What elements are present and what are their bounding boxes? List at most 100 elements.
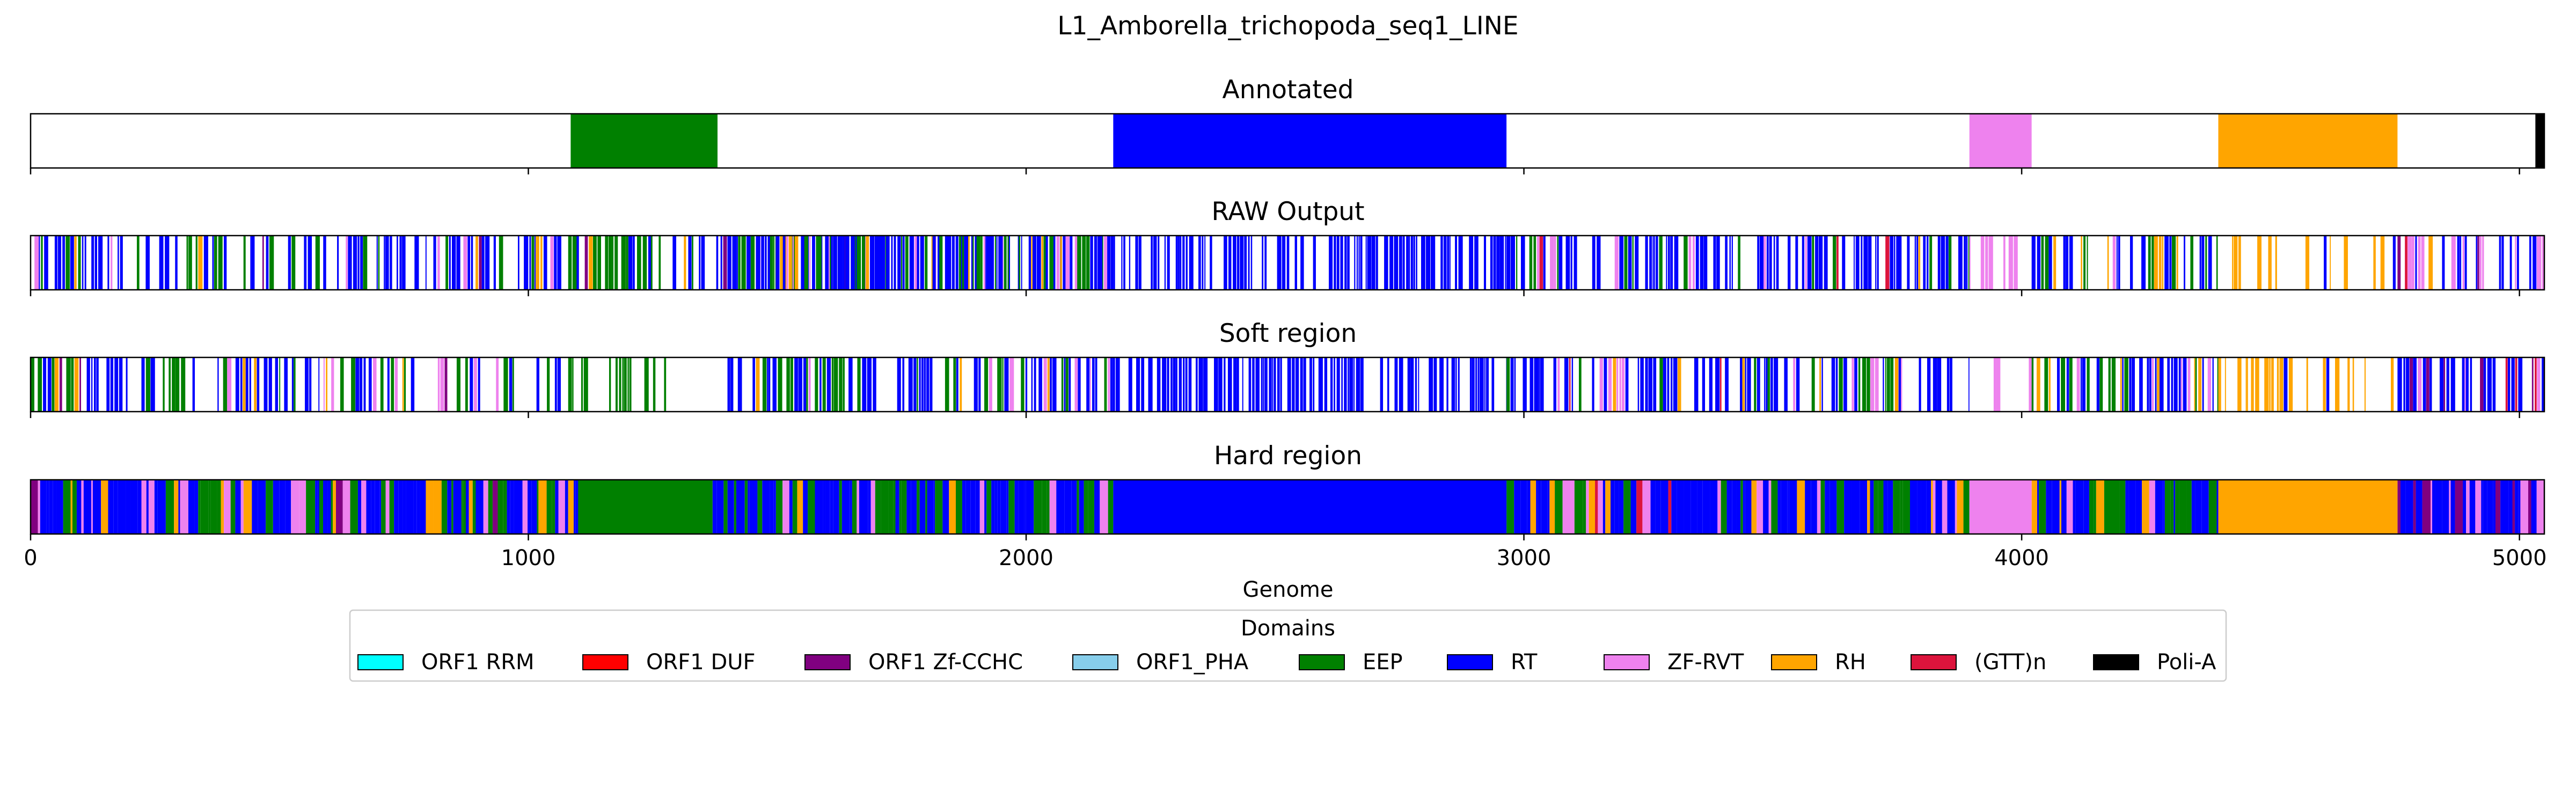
- stripe-mark: [1592, 357, 1594, 412]
- stripe-mark: [924, 357, 926, 412]
- stripe-mark: [194, 480, 199, 534]
- stripe-mark: [2053, 236, 2057, 290]
- stripe-mark: [2373, 236, 2376, 290]
- stripe-mark: [275, 357, 279, 412]
- stripe-mark: [2443, 357, 2446, 412]
- stripe-mark: [1038, 357, 1042, 412]
- stripe-mark: [331, 480, 333, 534]
- legend-swatch: [1911, 654, 1957, 670]
- stripe-mark: [2479, 236, 2482, 290]
- stripe-mark: [1671, 236, 1673, 290]
- stripe-mark: [1274, 357, 1276, 412]
- stripe-mark: [1418, 357, 1419, 412]
- stripe-mark: [1347, 236, 1350, 290]
- stripe-mark: [642, 236, 647, 290]
- stripe-mark: [859, 480, 863, 534]
- stripe-mark: [141, 357, 145, 412]
- stripe-mark: [43, 357, 47, 412]
- stripe-mark: [2495, 480, 2501, 534]
- stripe-mark: [2061, 480, 2067, 534]
- stripe-mark: [1538, 357, 1540, 412]
- stripe-mark: [636, 236, 641, 290]
- stripe-mark: [870, 480, 875, 534]
- stripe-mark: [1820, 480, 1825, 534]
- stripe-mark: [1774, 357, 1779, 412]
- stripe-mark: [363, 357, 366, 412]
- stripe-mark: [518, 236, 519, 290]
- stripe-mark: [2507, 357, 2511, 412]
- stripe-mark: [1233, 357, 1237, 412]
- stripe-mark: [1446, 357, 1448, 412]
- stripe-mark: [1410, 236, 1413, 290]
- stripe-mark: [2089, 480, 2094, 534]
- stripe-mark: [537, 480, 539, 534]
- stripe-mark: [633, 236, 635, 290]
- stripe-mark: [1592, 236, 1596, 290]
- stripe-mark: [509, 357, 513, 412]
- stripe-mark: [565, 480, 568, 534]
- stripe-mark: [2409, 357, 2413, 412]
- stripe-mark: [1650, 357, 1652, 412]
- stripe-mark: [1086, 236, 1090, 290]
- stripe-mark: [786, 236, 788, 290]
- stripe-mark: [2164, 480, 2171, 534]
- stripe-mark: [1167, 357, 1169, 412]
- stripe-mark: [1725, 236, 1728, 290]
- stripe-mark: [126, 480, 130, 534]
- stripe-mark: [82, 236, 84, 290]
- stripe-mark: [867, 357, 872, 412]
- stripe-mark: [1430, 236, 1436, 290]
- stripe-mark: [1244, 236, 1247, 290]
- stripe-mark: [925, 236, 928, 290]
- stripe-mark: [650, 236, 653, 290]
- stripe-mark: [1175, 357, 1177, 412]
- stripe-mark: [2201, 480, 2209, 534]
- stripe-mark: [2405, 480, 2413, 534]
- stripe-mark: [1611, 480, 1615, 534]
- stripe-mark: [1330, 357, 1333, 412]
- stripe-mark: [1549, 480, 1555, 534]
- stripe-mark: [804, 236, 808, 290]
- stripe-mark: [1553, 357, 1557, 412]
- stripe-mark: [1624, 236, 1628, 290]
- stripe-mark: [2511, 357, 2515, 412]
- stripe-mark: [1564, 357, 1569, 412]
- stripe-mark: [1963, 480, 1970, 534]
- stripe-mark: [808, 480, 815, 534]
- stripe-mark: [775, 236, 780, 290]
- stripe-mark: [1555, 480, 1563, 534]
- stripe-mark: [866, 236, 869, 290]
- stripe-mark: [2413, 480, 2416, 534]
- stripe-mark: [1721, 480, 1727, 534]
- segment-rt: [1113, 114, 1507, 168]
- legend-label: Poli-A: [2157, 650, 2216, 675]
- stripe-mark: [224, 480, 231, 534]
- stripe-mark: [291, 236, 296, 290]
- stripe-mark: [305, 357, 309, 412]
- stripe-mark: [1031, 236, 1033, 290]
- stripe-mark: [2218, 357, 2221, 412]
- stripe-mark: [1514, 480, 1521, 534]
- stripe-mark: [902, 357, 905, 412]
- stripe-mark: [1026, 480, 1034, 534]
- stripe-mark: [1745, 357, 1747, 412]
- stripe-mark: [997, 480, 1001, 534]
- stripe-mark: [198, 480, 201, 534]
- stripe-mark: [994, 236, 996, 290]
- stripe-mark: [2463, 480, 2467, 534]
- stripe-mark: [927, 480, 934, 534]
- stripe-mark: [2036, 357, 2040, 412]
- stripe-mark: [1709, 357, 1713, 412]
- stripe-mark: [1529, 357, 1534, 412]
- stripe-mark: [2493, 480, 2496, 534]
- stripe-mark: [540, 236, 543, 290]
- stripe-mark: [773, 480, 776, 534]
- stripe-mark: [762, 357, 767, 412]
- stripe-mark: [964, 236, 969, 290]
- stripe-mark: [2464, 236, 2467, 290]
- stripe-mark: [1360, 236, 1363, 290]
- stripe-mark: [1632, 236, 1634, 290]
- stripe-mark: [101, 480, 108, 534]
- stripe-mark: [1077, 480, 1079, 534]
- legend-title: Domains: [1241, 616, 1335, 641]
